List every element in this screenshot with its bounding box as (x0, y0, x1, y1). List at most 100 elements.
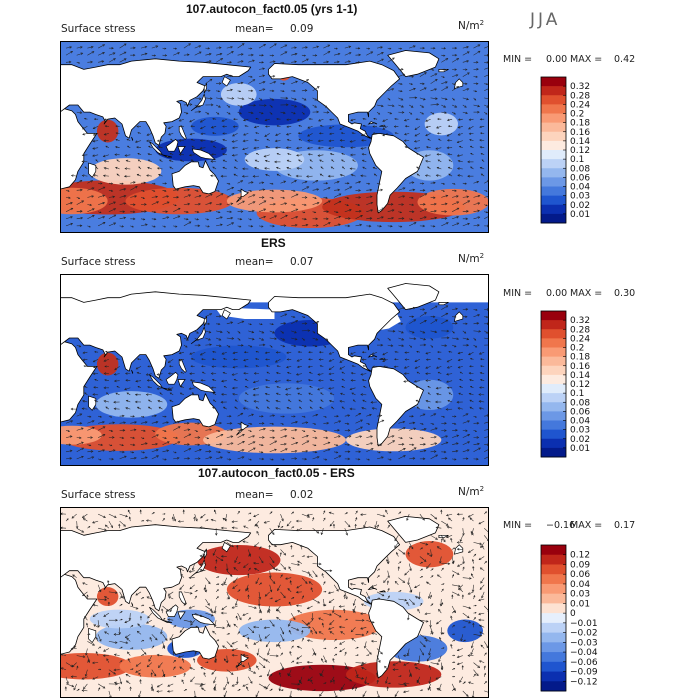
wind-arrow-head (244, 153, 247, 155)
wind-arrow-head (314, 430, 317, 432)
wind-arrow-head (229, 61, 232, 64)
wind-arrow (269, 563, 276, 570)
wind-arrow (334, 61, 340, 63)
wind-arrow (168, 126, 174, 129)
wind-arrow-head (349, 407, 353, 411)
wind-arrow-head (392, 668, 396, 671)
wind-arrow (441, 86, 448, 92)
wind-arrow-head (169, 392, 172, 395)
wind-arrow (394, 690, 399, 697)
wind-arrow (435, 147, 442, 150)
wind-arrow-head (437, 371, 440, 374)
wind-arrow-head (469, 399, 472, 402)
wind-arrow (269, 570, 271, 578)
wind-arrow-head (469, 576, 472, 580)
wind-arrow-head (286, 118, 289, 121)
wind-arrow-head (456, 201, 460, 204)
wind-arrow (473, 330, 481, 332)
wind-arrow-head (231, 684, 235, 687)
wind-arrow (183, 458, 190, 460)
colorbar-tick-label: 0.14 (570, 137, 590, 147)
wind-arrow-head (425, 125, 429, 129)
wind-arrow (417, 609, 421, 614)
wind-arrow (300, 545, 303, 550)
wind-arrow (126, 637, 131, 642)
wind-arrow-head (403, 366, 407, 369)
wind-arrow-head (346, 512, 348, 514)
wind-arrow (189, 351, 195, 355)
wind-arrow (92, 140, 99, 142)
wind-arrow-head (445, 408, 449, 411)
wind-arrow-head (113, 222, 117, 225)
wind-arrow-head (210, 610, 214, 614)
wind-arrow (237, 82, 244, 84)
wind-arrow (341, 683, 346, 690)
wind-arrow (258, 97, 262, 101)
wind-arrow-head (286, 407, 290, 410)
wind-arrow-head (70, 222, 74, 226)
wind-arrow (308, 153, 313, 156)
wind-arrow-head (434, 78, 438, 82)
wind-arrow (108, 430, 113, 432)
wind-arrow-head (243, 372, 246, 375)
wind-arrow (301, 450, 308, 453)
wind-arrow-head (327, 51, 331, 54)
wind-arrow-head (338, 193, 342, 196)
wind-arrow-head (379, 443, 383, 447)
wind-arrow-head (429, 625, 432, 628)
wind-arrow-head (239, 105, 243, 108)
wind-arrow (387, 570, 390, 578)
wind-arrow-head (70, 201, 73, 205)
wind-arrow-head (260, 98, 263, 101)
wind-arrow-head (288, 629, 291, 633)
wind-arrow-head (69, 435, 73, 438)
wind-arrow (172, 517, 174, 522)
wind-arrow (290, 580, 292, 585)
wind-arrow-head (123, 524, 126, 527)
wind-arrow-head (358, 189, 361, 192)
wind-arrow-head (217, 190, 220, 192)
wind-arrow (226, 187, 234, 191)
wind-arrow-head (303, 415, 306, 418)
wind-arrow (126, 400, 131, 403)
wind-arrow-head (69, 457, 73, 460)
wind-arrow-head (190, 358, 193, 360)
wind-arrow (430, 595, 432, 600)
wind-arrow (280, 428, 287, 431)
wind-arrow-head (434, 516, 438, 520)
wind-arrow (310, 630, 313, 635)
wind-arrow-head (124, 387, 127, 391)
wind-arrow (291, 330, 297, 334)
wind-arrow-head (262, 436, 265, 439)
wind-arrow (151, 45, 158, 49)
wind-arrow-head (370, 639, 374, 643)
wind-arrow-head (294, 60, 297, 64)
wind-arrow-head (403, 690, 406, 694)
wind-arrow-head (465, 315, 468, 318)
wind-arrow (409, 45, 416, 49)
land-island (177, 611, 186, 620)
wind-arrow-head (392, 663, 396, 666)
wind-arrow (344, 652, 347, 656)
wind-arrow (82, 359, 88, 361)
wind-arrow-head (99, 415, 102, 418)
wind-arrow-head (297, 560, 300, 564)
wind-arrow-head (127, 651, 130, 655)
wind-arrow (97, 687, 101, 692)
wind-arrow (237, 60, 244, 63)
wind-arrow-head (94, 350, 97, 353)
wind-arrow (280, 190, 285, 192)
wind-arrow-head (349, 582, 353, 586)
wind-arrow-head (425, 146, 429, 149)
wind-arrow-head (456, 216, 460, 219)
wind-arrow-head (218, 322, 221, 326)
wind-arrow (376, 690, 380, 698)
wind-arrow (65, 676, 69, 684)
wind-arrow (265, 146, 270, 148)
wind-arrow-head (378, 660, 381, 663)
wind-arrow-head (88, 225, 91, 228)
wind-arrow (269, 556, 275, 563)
wind-arrow-head (156, 455, 160, 458)
wind-arrow-head (462, 566, 465, 569)
colorbar-tick-label: 0.02 (570, 435, 590, 445)
